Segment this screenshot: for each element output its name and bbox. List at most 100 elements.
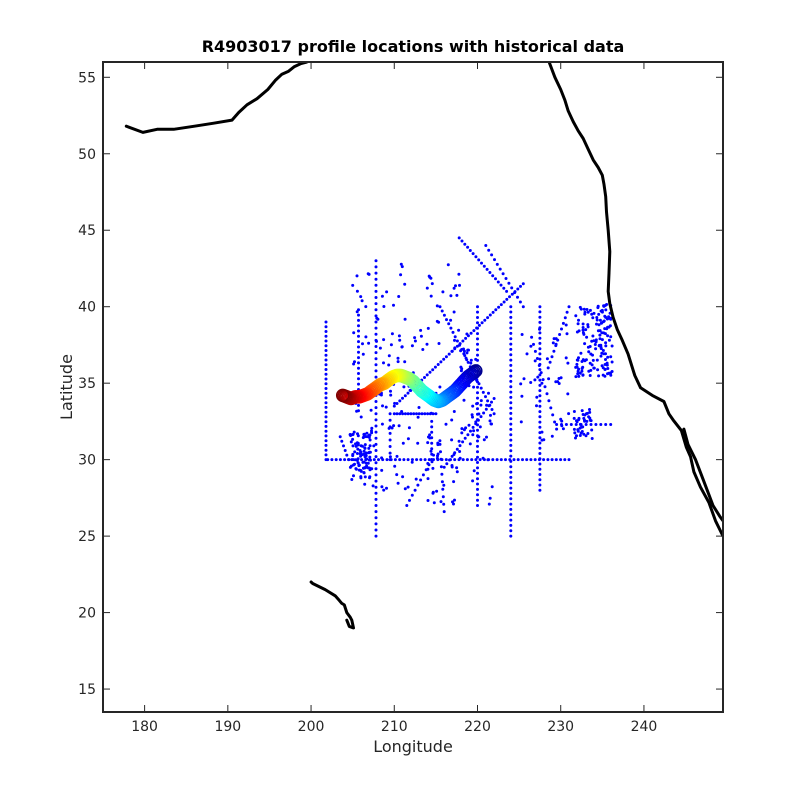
historical-point bbox=[382, 361, 385, 365]
historical-point bbox=[577, 374, 581, 378]
historical-point bbox=[540, 430, 544, 434]
historical-point bbox=[588, 408, 591, 411]
historical-point bbox=[492, 397, 496, 400]
historical-point bbox=[533, 349, 537, 353]
historical-point bbox=[509, 390, 513, 394]
historical-point bbox=[604, 352, 607, 356]
historical-point bbox=[378, 346, 382, 350]
historical-point bbox=[486, 458, 490, 462]
historical-point bbox=[477, 435, 481, 439]
historical-point bbox=[547, 377, 551, 381]
historical-point bbox=[476, 396, 479, 400]
historical-point bbox=[596, 304, 600, 308]
historical-point bbox=[455, 447, 459, 451]
historical-point bbox=[466, 245, 470, 249]
historical-point bbox=[539, 371, 543, 375]
historical-point bbox=[416, 483, 420, 487]
historical-point bbox=[353, 458, 357, 462]
historical-point bbox=[590, 428, 594, 432]
historical-point bbox=[576, 428, 580, 432]
historical-point bbox=[608, 324, 612, 328]
historical-point bbox=[439, 500, 443, 504]
historical-point bbox=[569, 423, 573, 426]
historical-point bbox=[538, 420, 542, 424]
historical-point bbox=[367, 458, 371, 462]
historical-point bbox=[509, 529, 513, 533]
historical-point bbox=[368, 444, 372, 448]
historical-point bbox=[538, 399, 542, 403]
historical-point bbox=[482, 264, 486, 268]
historical-point bbox=[469, 429, 472, 433]
historical-point bbox=[355, 310, 359, 314]
historical-point bbox=[368, 455, 372, 459]
historical-point bbox=[355, 452, 359, 455]
historical-point bbox=[437, 320, 441, 324]
historical-point bbox=[479, 386, 483, 390]
historical-point bbox=[367, 435, 371, 439]
historical-point bbox=[538, 436, 542, 440]
historical-point bbox=[367, 446, 371, 450]
historical-point bbox=[429, 276, 433, 280]
historical-point bbox=[509, 305, 513, 309]
historical-point bbox=[505, 297, 509, 301]
historical-point bbox=[466, 360, 470, 364]
historical-point bbox=[359, 475, 363, 479]
historical-point bbox=[395, 402, 399, 405]
historical-point bbox=[324, 420, 328, 424]
coastline-aleutians bbox=[124, 62, 309, 134]
historical-point bbox=[457, 439, 461, 443]
historical-point bbox=[361, 342, 364, 346]
historical-point bbox=[563, 316, 567, 320]
historical-point bbox=[357, 372, 360, 375]
historical-point bbox=[476, 450, 479, 454]
historical-point bbox=[357, 356, 360, 360]
historical-point bbox=[352, 430, 356, 434]
historical-point bbox=[476, 418, 480, 422]
historical-point bbox=[519, 382, 523, 386]
historical-point bbox=[578, 305, 582, 309]
historical-point bbox=[455, 470, 459, 474]
historical-point bbox=[509, 438, 513, 442]
historical-point bbox=[522, 377, 526, 381]
historical-point bbox=[426, 467, 430, 471]
historical-point bbox=[559, 458, 563, 462]
historical-point bbox=[509, 342, 513, 346]
historical-point bbox=[582, 432, 586, 436]
historical-point bbox=[417, 406, 421, 409]
historical-point bbox=[324, 458, 328, 462]
historical-point bbox=[476, 428, 479, 432]
historical-point bbox=[430, 425, 434, 429]
historical-point bbox=[557, 377, 561, 380]
historical-point bbox=[469, 358, 473, 362]
historical-point bbox=[380, 456, 384, 460]
historical-point bbox=[507, 281, 511, 285]
historical-point bbox=[538, 462, 542, 466]
historical-point bbox=[476, 455, 479, 459]
historical-point bbox=[484, 244, 488, 247]
historical-point bbox=[476, 493, 479, 497]
historical-point bbox=[395, 454, 399, 458]
historical-point bbox=[457, 272, 461, 276]
historical-point bbox=[423, 458, 427, 462]
historical-point bbox=[410, 460, 414, 464]
historical-point bbox=[358, 452, 362, 456]
historical-point bbox=[492, 412, 496, 416]
historical-point bbox=[400, 410, 404, 413]
historical-point bbox=[583, 342, 587, 346]
historical-point bbox=[575, 358, 579, 362]
historical-point bbox=[421, 348, 425, 351]
historical-point bbox=[438, 439, 442, 443]
historical-point bbox=[357, 345, 360, 349]
historical-point bbox=[399, 273, 403, 277]
historical-point bbox=[538, 441, 542, 445]
historical-point bbox=[324, 448, 328, 452]
historical-point bbox=[452, 310, 456, 314]
historical-point bbox=[587, 415, 591, 419]
historical-point bbox=[488, 313, 492, 317]
historical-point bbox=[387, 354, 391, 358]
historical-point bbox=[496, 280, 500, 284]
historical-point bbox=[454, 284, 457, 288]
historical-point bbox=[441, 290, 445, 294]
historical-point bbox=[452, 286, 456, 290]
historical-point bbox=[509, 417, 513, 421]
